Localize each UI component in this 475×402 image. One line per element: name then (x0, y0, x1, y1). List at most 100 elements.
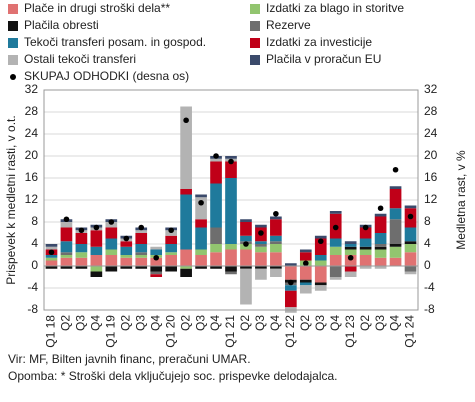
bar-segment (180, 268, 192, 277)
total-dot (303, 260, 309, 267)
bar-segment (389, 208, 402, 220)
bar-segment (150, 246, 163, 250)
bar-segment (285, 266, 297, 280)
bar-segment (374, 257, 387, 266)
legend-label: Tekoči transferi posam. in gospod. (24, 35, 206, 49)
bar-segment (180, 266, 192, 269)
bar-segment (389, 219, 402, 244)
bar-segment (389, 186, 402, 189)
bar-segment (90, 246, 103, 255)
total-dot (213, 153, 219, 159)
bar-segment (75, 252, 88, 258)
bar-segment (359, 266, 372, 269)
bar-segment (60, 266, 73, 269)
legend-label: Ostali tekoči transferi (24, 52, 136, 66)
bar-segment (45, 244, 58, 247)
bar-segment (150, 271, 163, 275)
bar-segment (285, 290, 297, 308)
bar-segment (60, 222, 73, 228)
y2-tick-label: 24 (424, 126, 438, 140)
legend-marker (250, 4, 260, 14)
total-dot (392, 166, 399, 173)
bar-segment (299, 252, 312, 261)
bar-segment (210, 161, 222, 184)
bar-segment (404, 205, 417, 209)
total-dot (317, 238, 324, 245)
y2-tick-label: 28 (424, 104, 438, 118)
bar-segment (60, 255, 73, 258)
bar-segment (270, 241, 282, 244)
bar-segment (404, 227, 417, 242)
bar-segment (374, 233, 387, 244)
bar-segment (105, 227, 118, 239)
y-tick-label: 24 (25, 126, 39, 140)
bar-segment (210, 244, 222, 253)
total-dot (138, 224, 145, 231)
legend-marker (250, 38, 260, 48)
bar-segment (255, 224, 267, 228)
bar-segment (240, 222, 252, 236)
x-tick-label: Q1 23 (343, 315, 357, 348)
bar-segment (314, 266, 327, 283)
y-tick-label: -4 (27, 280, 38, 294)
bar-segment (195, 219, 207, 228)
total-dot (63, 216, 70, 223)
x-tick-label: Q2 (178, 315, 192, 331)
bar-segment (374, 216, 387, 233)
y2-tick-label: 4 (424, 236, 431, 250)
bar-segment (389, 244, 402, 247)
bar-segment (45, 266, 58, 269)
total-dot (347, 254, 354, 261)
x-tick-label: Q2 (298, 315, 312, 331)
total-dot (243, 241, 249, 247)
bar-segment (195, 255, 207, 266)
bar-segment (135, 266, 148, 269)
bar-segment (255, 252, 267, 266)
bar-segment (60, 252, 73, 255)
bar-segment (225, 156, 237, 159)
bar-segment (344, 246, 357, 250)
legend-marker (8, 38, 18, 48)
bar-segment (90, 271, 103, 277)
bar-segment (404, 271, 417, 275)
bar-segment (165, 244, 177, 253)
bar-segment (255, 246, 267, 253)
bar-segment (75, 233, 88, 244)
bar-segment (165, 255, 177, 266)
bar-segment (270, 266, 282, 269)
bar-segment (210, 252, 222, 266)
y2-tick-label: 20 (424, 148, 438, 162)
y2-tick-label: 8 (424, 214, 431, 228)
legend-label: Plačila obresti (24, 18, 99, 32)
bar-segment (195, 249, 207, 255)
bar-segment (285, 285, 297, 291)
source: Vir: MF, Bilten javnih financ, preračuni… (8, 352, 251, 366)
bar-segment (135, 255, 148, 258)
bar-segment (75, 244, 88, 253)
bar-segment (329, 238, 342, 247)
bar-segment (105, 255, 118, 266)
bar-segment (270, 235, 282, 242)
total-dot (407, 213, 414, 220)
y2-tick-label: 0 (424, 258, 431, 272)
x-tick-label: Q4 (148, 315, 162, 331)
total-dot (108, 219, 115, 225)
bar-segment (180, 189, 192, 195)
total-dot (288, 279, 294, 286)
bar-segment (45, 257, 58, 261)
total-dot (168, 227, 174, 234)
bar-segment (389, 189, 402, 209)
bar-segment (404, 266, 417, 272)
total-dot (258, 230, 264, 236)
legend-label: Plače in drugi stroški dela** (24, 1, 170, 15)
legend-marker (250, 55, 260, 65)
x-tick-label: Q2 (59, 315, 73, 331)
bar-segment (240, 268, 252, 305)
bar-segment (150, 274, 163, 277)
total-dot (362, 224, 369, 231)
bar-segment (135, 257, 148, 266)
bar-segment (314, 260, 327, 266)
plot-frame (43, 89, 419, 311)
bar-segment (329, 266, 342, 277)
